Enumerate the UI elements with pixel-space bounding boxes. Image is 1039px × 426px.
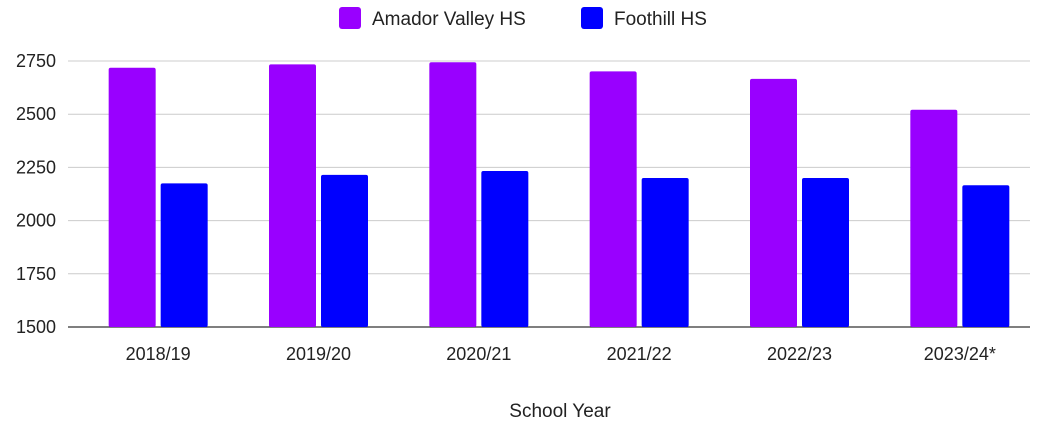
- bar-amador-valley-1: [269, 64, 316, 328]
- legend-swatch: [581, 7, 603, 29]
- bar-amador-valley-4: [750, 78, 797, 327]
- bars: [108, 62, 1010, 328]
- y-tick-label: 2500: [16, 104, 56, 124]
- y-tick-label: 2000: [16, 211, 56, 231]
- bar-foothill-2: [481, 171, 529, 327]
- bar-foothill-4: [802, 178, 849, 327]
- y-axis-tick-labels: 1500 1750 2000 2250 2500 2750: [16, 51, 56, 337]
- x-tick-label: 2021/22: [607, 344, 672, 364]
- x-tick-label: 2023/24*: [924, 344, 996, 364]
- legend-label: Amador Valley HS: [372, 9, 526, 30]
- legend: Amador Valley HS Foothill HS: [339, 7, 707, 30]
- legend-label: Foothill HS: [614, 9, 707, 30]
- bar-foothill-1: [321, 174, 368, 327]
- y-tick-label: 1750: [16, 264, 56, 284]
- bar-foothill-5: [962, 185, 1010, 327]
- bar-amador-valley-2: [429, 62, 477, 328]
- x-tick-label: 2022/23: [767, 344, 832, 364]
- x-tick-label: 2019/20: [286, 344, 351, 364]
- x-tick-label: 2018/19: [126, 344, 191, 364]
- y-tick-label: 2750: [16, 51, 56, 71]
- y-tick-label: 2250: [16, 157, 56, 177]
- bar-amador-valley-3: [589, 71, 637, 327]
- gridlines: [68, 60, 1030, 328]
- bar-foothill-0: [160, 183, 208, 327]
- x-tick-label: 2020/21: [446, 344, 511, 364]
- y-tick-label: 1500: [16, 317, 56, 337]
- bar-amador-valley-0: [108, 67, 156, 327]
- x-axis-tick-labels: 2018/19 2019/20 2020/21 2021/22 2022/23 2023/…: [126, 344, 996, 364]
- bar-foothill-3: [641, 178, 689, 327]
- bar-amador-valley-5: [910, 109, 958, 327]
- x-axis-title: School Year: [509, 401, 611, 421]
- legend-swatch: [339, 7, 361, 29]
